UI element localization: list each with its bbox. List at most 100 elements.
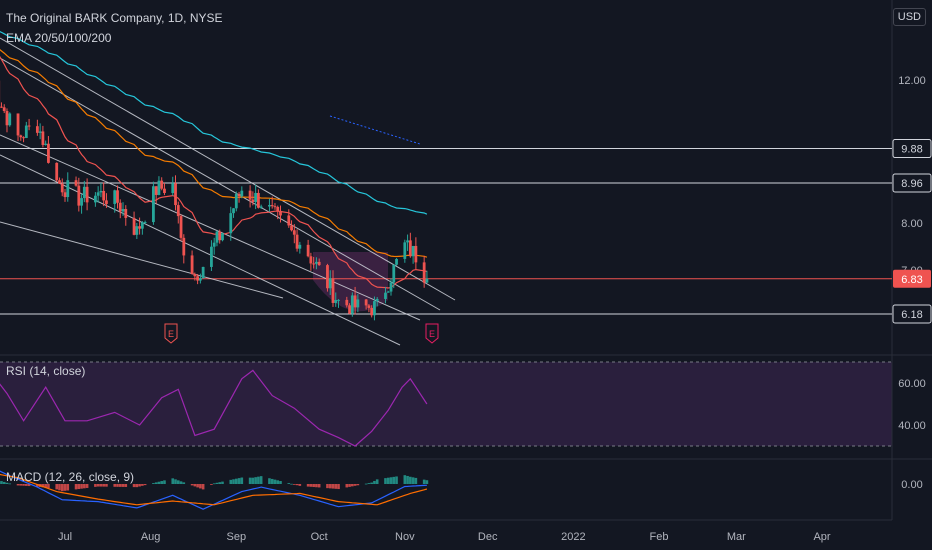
- macd-histogram-bar: [287, 483, 291, 484]
- time-axis-label: Oct: [311, 531, 328, 543]
- macd-histogram-bar: [174, 479, 177, 484]
- macd-histogram-bar: [60, 484, 64, 492]
- macd-histogram-bar: [364, 483, 368, 485]
- macd-tick-label: 0.00: [901, 479, 922, 491]
- candle: [414, 245, 418, 263]
- candle: [27, 125, 31, 127]
- candle: [5, 111, 9, 126]
- candle: [234, 193, 238, 209]
- macd-histogram-bar: [199, 484, 202, 489]
- macd-histogram-bar: [306, 484, 310, 487]
- candle: [157, 180, 161, 195]
- candle: [317, 261, 321, 266]
- earnings-marker-label: E: [429, 329, 435, 339]
- macd-histogram-bar: [409, 476, 412, 484]
- candle: [268, 205, 271, 207]
- macd-histogram-bar: [232, 479, 235, 484]
- time-axis-label: Dec: [478, 531, 498, 543]
- macd-histogram-bar: [210, 484, 213, 485]
- ema-20-line: [0, 55, 428, 289]
- macd-histogram-bar: [8, 483, 12, 485]
- macd-histogram-bar: [422, 479, 426, 484]
- signal-line: [0, 473, 428, 506]
- macd-histogram-bar: [295, 484, 299, 486]
- macd-histogram-bar: [190, 484, 194, 486]
- candle: [55, 162, 59, 181]
- candle: [370, 307, 374, 316]
- candle: [105, 200, 108, 204]
- candle: [19, 135, 23, 138]
- macd-histogram-bar: [356, 484, 360, 486]
- last-price-tag: [893, 269, 931, 288]
- time-axis-label: Apr: [813, 531, 830, 543]
- candle: [273, 206, 277, 208]
- macd-histogram-bar: [298, 484, 302, 486]
- macd-histogram-bar: [392, 476, 396, 484]
- macd-histogram-bar: [102, 484, 105, 487]
- macd-histogram-bar: [293, 484, 296, 485]
- candle: [290, 225, 293, 231]
- time-axis-label: Mar: [727, 531, 746, 543]
- macd-histogram-bar: [270, 478, 274, 484]
- time-axis-label: Nov: [395, 531, 415, 543]
- macd-histogram-bar: [141, 484, 144, 486]
- macd-histogram-bar: [218, 482, 222, 484]
- candle: [348, 305, 351, 314]
- macd-histogram-bar: [152, 483, 155, 484]
- candle: [8, 113, 12, 126]
- macd-histogram-bar: [221, 481, 224, 484]
- macd-histogram-bar: [403, 475, 407, 484]
- candle: [174, 183, 177, 206]
- candle: [215, 231, 219, 243]
- candle: [190, 255, 194, 274]
- channel-trendline: [0, 57, 441, 311]
- macd-histogram-bar: [118, 484, 122, 487]
- candle: [248, 190, 252, 200]
- candle: [229, 213, 233, 234]
- candle: [96, 192, 100, 196]
- macd-histogram-bar: [257, 476, 260, 484]
- macd-histogram-bar: [345, 484, 349, 488]
- macd-histogram-bar: [99, 484, 103, 487]
- macd-histogram-bar: [22, 484, 25, 486]
- candle: [331, 278, 335, 303]
- macd-histogram-bar: [116, 484, 119, 487]
- candle: [77, 185, 81, 206]
- time-axis-label: Feb: [650, 531, 669, 543]
- candle: [171, 183, 175, 194]
- candle: [63, 192, 67, 198]
- macd-line: [0, 470, 427, 510]
- rsi-band: [0, 362, 892, 446]
- candle: [196, 276, 200, 281]
- ema-legend[interactable]: EMA 20/50/100/200: [6, 31, 112, 45]
- price-tick-label: 8.00: [901, 218, 922, 230]
- macd-histogram-bar: [375, 479, 379, 484]
- currency-badge[interactable]: USD: [892, 8, 926, 26]
- macd-histogram-bar: [58, 484, 61, 491]
- macd-histogram-bar: [25, 484, 28, 486]
- macd-legend[interactable]: MACD (12, 26, close, 9): [6, 470, 135, 484]
- macd-histogram-bar: [290, 483, 293, 485]
- candle: [182, 237, 186, 256]
- time-axis-label: Aug: [141, 531, 161, 543]
- macd-histogram-bar: [196, 484, 199, 488]
- candle: [80, 198, 83, 206]
- candle: [193, 273, 197, 277]
- macd-histogram-bar: [386, 477, 390, 484]
- candle: [140, 222, 144, 229]
- candle: [334, 299, 338, 303]
- projection-line: [329, 115, 421, 145]
- rsi-legend[interactable]: RSI (14, close): [6, 364, 86, 378]
- channel-trendline: [0, 134, 421, 321]
- candle: [201, 266, 205, 279]
- candle: [315, 261, 318, 264]
- candle: [74, 180, 78, 186]
- macd-histogram-bar: [36, 484, 39, 487]
- candle: [212, 242, 216, 247]
- candle: [295, 234, 299, 249]
- price-tick-label: 12.00: [898, 75, 926, 87]
- candle: [384, 292, 387, 299]
- candle: [143, 222, 147, 224]
- last-price-label: 6.83: [901, 274, 922, 286]
